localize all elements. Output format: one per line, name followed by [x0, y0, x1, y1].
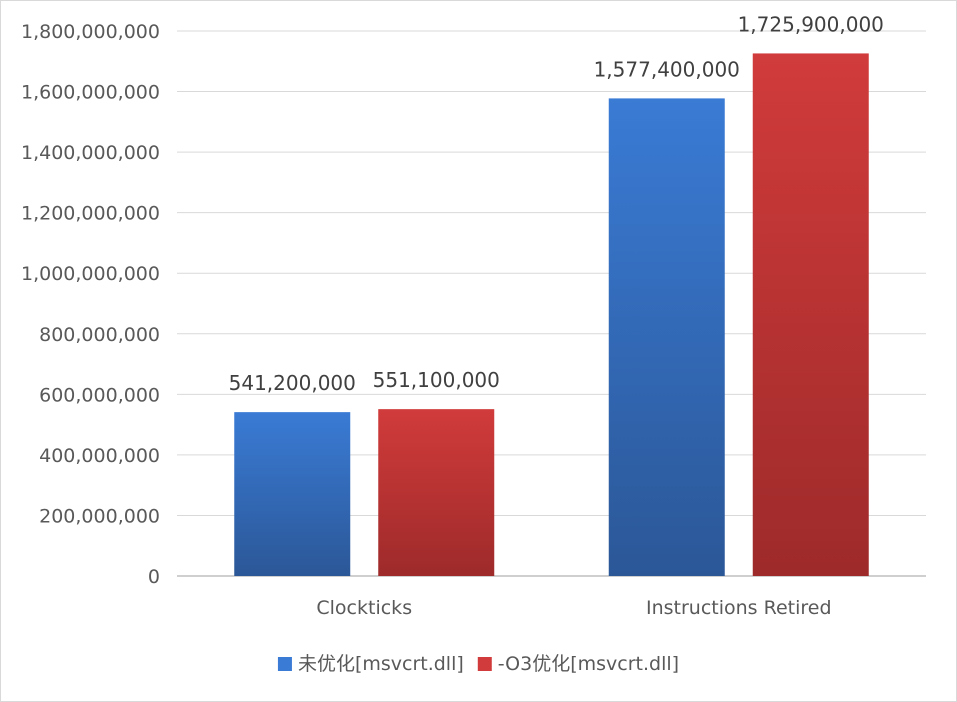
data-label: 1,577,400,000 — [594, 57, 740, 81]
bar-o3-clockticks — [378, 409, 495, 576]
data-labels: 541,200,000 551,100,000 1,577,400,000 1,725… — [229, 12, 884, 395]
bars — [234, 53, 869, 577]
legend-item: -O3优化[msvcrt.dll] — [477, 653, 679, 675]
y-tick-label: 800,000,000 — [39, 324, 160, 346]
data-label: 551,100,000 — [373, 368, 500, 392]
y-tick-label: 1,200,000,000 — [21, 203, 160, 225]
y-tick-label: 0 — [148, 566, 160, 588]
bar-o3-instructions-retired — [752, 53, 869, 576]
legend-label: 未优化[msvcrt.dll] — [298, 653, 464, 675]
data-label: 541,200,000 — [229, 371, 356, 395]
y-tick-label: 400,000,000 — [39, 445, 160, 467]
y-tick-label: 1,000,000,000 — [21, 263, 160, 285]
legend-item: 未优化[msvcrt.dll] — [277, 653, 464, 675]
category-label: Instructions Retired — [646, 597, 832, 619]
legend: 未优化[msvcrt.dll] -O3优化[msvcrt.dll] — [277, 653, 679, 675]
data-label: 1,725,900,000 — [738, 12, 884, 36]
y-tick-label: 600,000,000 — [39, 384, 160, 406]
bar-unoptimized-instructions-retired — [608, 98, 725, 577]
y-tick-label: 1,800,000,000 — [21, 21, 160, 43]
bar-unoptimized-clockticks — [234, 412, 351, 576]
legend-label: -O3优化[msvcrt.dll] — [498, 653, 679, 675]
y-tick-label: 1,400,000,000 — [21, 142, 160, 164]
legend-swatch — [477, 657, 492, 671]
category-label: Clockticks — [316, 597, 412, 619]
y-tick-label: 1,600,000,000 — [21, 82, 160, 104]
x-axis-categories: Clockticks Instructions Retired — [316, 597, 831, 619]
y-tick-label: 200,000,000 — [39, 505, 160, 527]
y-axis-ticks: 0 200,000,000 400,000,000 600,000,000 800,00… — [21, 21, 160, 588]
legend-swatch — [277, 657, 292, 671]
